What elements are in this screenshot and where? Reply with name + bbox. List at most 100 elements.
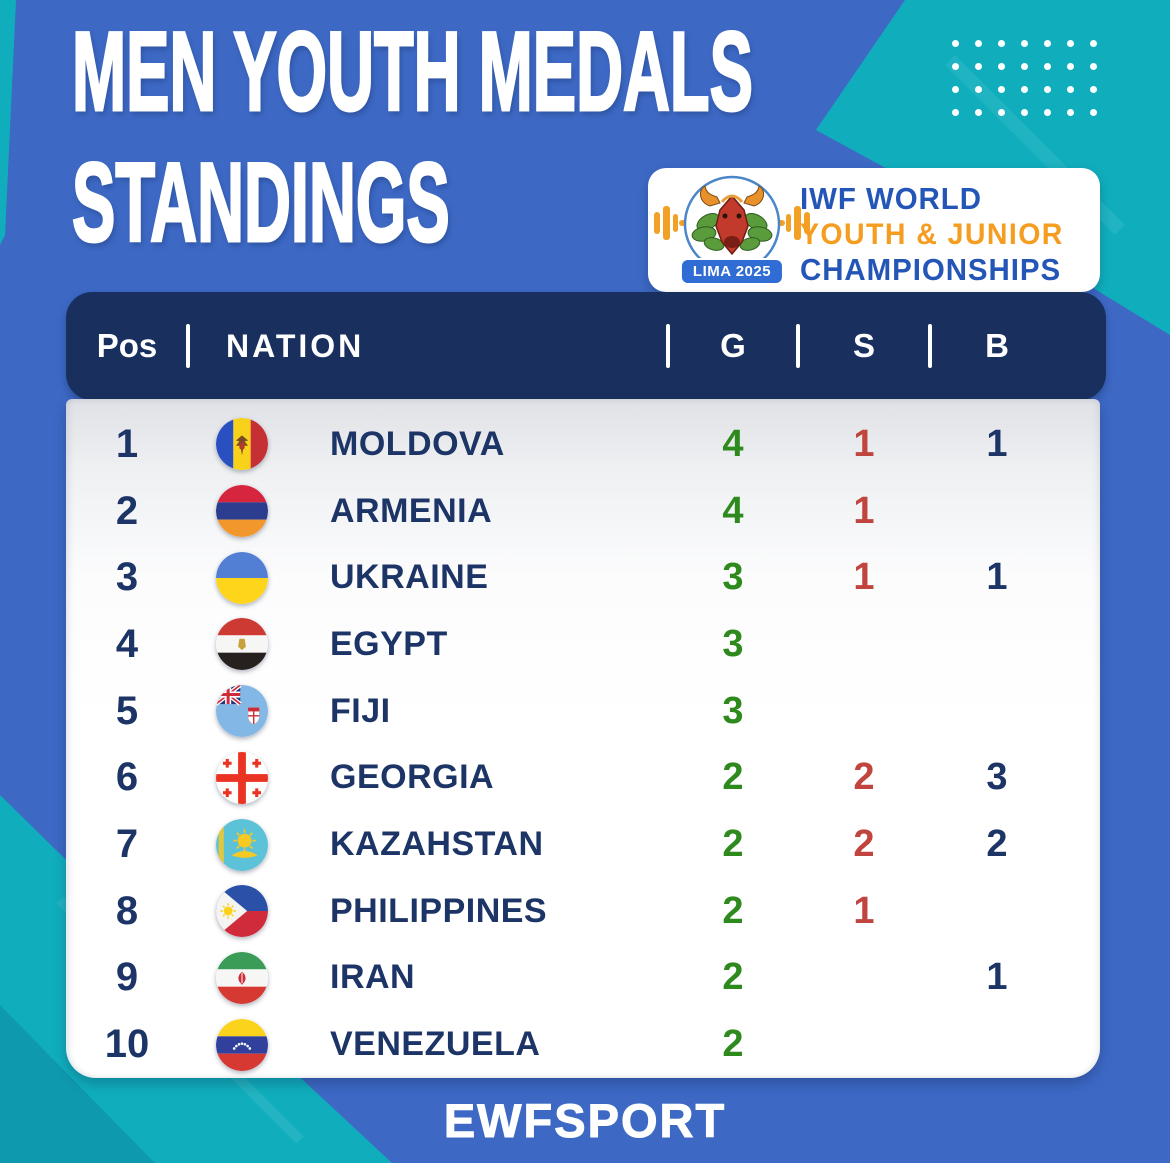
dot (975, 63, 982, 70)
table-row: 3 UKRAINE 3 1 1 (66, 544, 1064, 611)
row-position: 5 (115, 688, 139, 733)
row-position: 1 (115, 421, 139, 466)
row-gold-count: 3 (722, 622, 744, 665)
flag-icon-armenia (188, 485, 296, 538)
row-gold-count: 4 (722, 489, 744, 532)
flag-icon-egypt (188, 618, 296, 671)
dot (1021, 63, 1028, 70)
row-silver-count: 1 (853, 422, 875, 465)
row-nation: KAZAHSTAN (330, 825, 544, 864)
table-body: 1 MOLDOVA 4 1 1 2 ARMENIA 4 1 3 UKRAINE … (66, 399, 1100, 1078)
row-bronze-count: 2 (986, 823, 1008, 866)
dot (952, 86, 959, 93)
title-line-2: STANDINGS (71, 139, 450, 267)
row-nation: FIJI (330, 691, 391, 730)
row-position: 10 (104, 1022, 150, 1067)
page-title: MEN YOUTH MEDALS STANDINGS (71, 6, 754, 268)
row-nation: IRAN (330, 958, 416, 997)
row-position: 6 (115, 755, 139, 800)
dot (952, 40, 959, 47)
row-position: 7 (115, 822, 139, 867)
dot (998, 63, 1005, 70)
row-gold-count: 2 (722, 756, 744, 799)
dot (1067, 109, 1074, 116)
row-nation: ARMENIA (330, 491, 493, 530)
row-bronze-count: 1 (986, 422, 1008, 465)
row-nation: MOLDOVA (330, 424, 505, 463)
flag-icon-iran (188, 951, 296, 1004)
table-row: 7 KAZAHSTAN 2 2 2 (66, 811, 1064, 878)
row-gold-count: 3 (722, 689, 744, 732)
dot (952, 63, 959, 70)
championship-logo-card: LIMA 2025 IWF WORLD YOUTH & JUNIOR CHAMP… (648, 168, 1100, 292)
row-nation: EGYPT (330, 624, 448, 663)
championship-title: IWF WORLD YOUTH & JUNIOR CHAMPIONSHIPS (800, 181, 1064, 288)
row-silver-count: 1 (853, 556, 875, 599)
row-position: 4 (115, 621, 139, 666)
row-position: 8 (115, 888, 139, 933)
flag-icon-venezuela (188, 1018, 296, 1071)
dot (1044, 86, 1051, 93)
flag-icon-moldova (188, 418, 296, 471)
row-gold-count: 3 (722, 556, 744, 599)
row-nation: VENEZUELA (330, 1025, 541, 1064)
flag-icon-fiji (188, 685, 296, 738)
dot (1044, 63, 1051, 70)
row-silver-count: 2 (853, 756, 875, 799)
championship-emblem-icon: LIMA 2025 (652, 172, 812, 290)
row-gold-count: 4 (722, 422, 744, 465)
header-nation: NATION (188, 328, 668, 365)
row-position: 3 (115, 555, 139, 600)
row-gold-count: 2 (722, 889, 744, 932)
row-bronze-count: 3 (986, 756, 1008, 799)
header-gold: G (668, 327, 798, 365)
dot (998, 109, 1005, 116)
header-silver: S (798, 327, 930, 365)
dot (1021, 109, 1028, 116)
dot (1090, 86, 1097, 93)
row-bronze-count: 1 (986, 956, 1008, 999)
row-silver-count: 2 (853, 823, 875, 866)
dot (1090, 109, 1097, 116)
dot (1090, 63, 1097, 70)
header-bronze: B (930, 327, 1064, 365)
title-line-1: MEN YOUTH MEDALS (71, 8, 754, 136)
logo-line-3: CHAMPIONSHIPS (800, 252, 1062, 287)
table-row: 10 VENEZUELA 2 (66, 1011, 1064, 1078)
dot (998, 40, 1005, 47)
dot (975, 86, 982, 93)
dots-pattern-icon (952, 40, 1097, 116)
header-pos: Pos (96, 327, 158, 364)
brand-footer: EWFSPORT (443, 1094, 727, 1148)
row-silver-count: 1 (853, 489, 875, 532)
row-gold-count: 2 (722, 956, 744, 999)
flag-icon-kazakhstan (188, 818, 296, 871)
dot (1021, 40, 1028, 47)
row-nation: UKRAINE (330, 558, 489, 597)
dot (998, 86, 1005, 93)
table-row: 5 FIJI 3 (66, 678, 1064, 745)
row-nation: PHILIPPINES (330, 891, 548, 930)
dot (1090, 40, 1097, 47)
table-row: 8 PHILIPPINES 2 1 (66, 878, 1064, 945)
row-gold-count: 2 (722, 823, 744, 866)
row-position: 9 (115, 955, 139, 1000)
row-position: 2 (115, 488, 139, 533)
table-header: Pos NATION G S B (66, 292, 1106, 400)
dot (1044, 40, 1051, 47)
dot (1044, 109, 1051, 116)
flag-icon-georgia (188, 751, 296, 804)
row-nation: GEORGIA (330, 758, 495, 797)
logo-line-1: IWF WORLD (800, 181, 982, 216)
row-bronze-count: 1 (986, 556, 1008, 599)
table-row: 6 GEORGIA 2 2 3 (66, 745, 1064, 812)
flag-icon-ukraine (188, 551, 296, 604)
dot (1021, 86, 1028, 93)
logo-line-2: YOUTH & JUNIOR (800, 218, 1064, 251)
table-row: 1 MOLDOVA 4 1 1 (66, 411, 1064, 478)
flag-icon-philippines (188, 885, 296, 938)
row-silver-count: 1 (853, 889, 875, 932)
table-row: 2 ARMENIA 4 1 (66, 478, 1064, 545)
dot (1067, 40, 1074, 47)
